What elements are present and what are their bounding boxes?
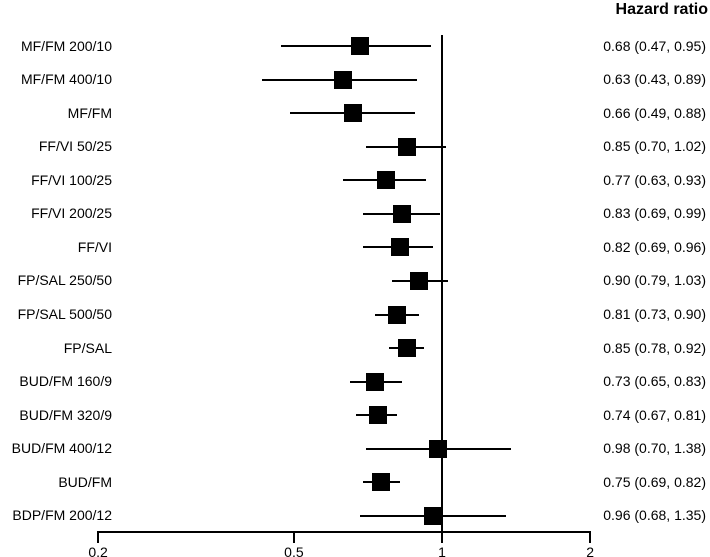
row-value: 0.90 (0.79, 1.03) <box>603 272 706 289</box>
x-axis-tick <box>589 531 592 543</box>
row-value: 0.82 (0.69, 0.96) <box>603 238 706 255</box>
point-estimate-marker <box>334 70 353 89</box>
row-value: 0.85 (0.70, 1.02) <box>603 138 706 155</box>
point-estimate-marker <box>410 271 429 290</box>
row-value: 0.68 (0.47, 0.95) <box>603 37 706 54</box>
point-estimate-marker <box>350 37 369 55</box>
row-label: BUD/FM 400/12 <box>11 440 112 457</box>
x-axis-tick <box>292 531 295 543</box>
row-label: FF/VI 50/25 <box>38 138 112 155</box>
point-estimate-marker <box>398 137 417 156</box>
row-label: FP/SAL 500/50 <box>17 306 112 323</box>
point-estimate-marker <box>393 204 412 223</box>
x-axis-tick-label: 2 <box>586 544 594 557</box>
row-value: 0.96 (0.68, 1.35) <box>603 507 706 524</box>
x-axis-tick-label: 0.5 <box>284 544 304 557</box>
point-estimate-marker <box>365 372 384 391</box>
row-label: FP/SAL <box>63 339 112 356</box>
point-estimate-marker <box>371 473 390 492</box>
point-estimate-marker <box>387 305 406 324</box>
chart-title: Hazard ratio <box>615 1 708 18</box>
row-value: 0.98 (0.70, 1.38) <box>603 440 706 457</box>
row-label: FF/VI <box>77 238 112 255</box>
row-label: FF/VI 100/25 <box>31 171 112 188</box>
point-estimate-marker <box>368 406 387 425</box>
row-value: 0.63 (0.43, 0.89) <box>603 71 706 88</box>
x-axis-tick-label: 0.2 <box>88 544 108 557</box>
row-value: 0.81 (0.73, 0.90) <box>603 306 706 323</box>
row-label: MF/FM 400/10 <box>20 71 112 88</box>
row-value: 0.83 (0.69, 0.99) <box>603 205 706 222</box>
x-axis-tick-label: 1 <box>438 544 446 557</box>
x-axis-line <box>97 531 592 533</box>
x-axis-tick <box>97 531 100 543</box>
x-axis-tick <box>441 531 443 543</box>
point-estimate-marker <box>390 238 409 257</box>
row-label: FP/SAL 250/50 <box>17 272 112 289</box>
row-value: 0.74 (0.67, 0.81) <box>603 406 706 423</box>
row-label: FF/VI 200/25 <box>31 205 112 222</box>
point-estimate-marker <box>398 339 417 358</box>
row-value: 0.73 (0.65, 0.83) <box>603 373 706 390</box>
row-label: MF/FM <box>67 104 112 121</box>
row-value: 0.77 (0.63, 0.93) <box>603 171 706 188</box>
row-label: BUD/FM 320/9 <box>19 406 112 423</box>
row-label: BUD/FM <box>58 473 112 490</box>
reference-line <box>441 35 443 533</box>
point-estimate-marker <box>424 506 443 525</box>
row-label: BUD/FM 160/9 <box>19 373 112 390</box>
row-value: 0.85 (0.78, 0.92) <box>603 339 706 356</box>
row-label: MF/FM 200/10 <box>20 37 112 54</box>
row-value: 0.66 (0.49, 0.88) <box>603 104 706 121</box>
row-value: 0.75 (0.69, 0.82) <box>603 473 706 490</box>
point-estimate-marker <box>344 104 363 123</box>
point-estimate-marker <box>377 171 396 190</box>
point-estimate-marker <box>428 439 447 458</box>
row-label: BDP/FM 200/12 <box>12 507 112 524</box>
